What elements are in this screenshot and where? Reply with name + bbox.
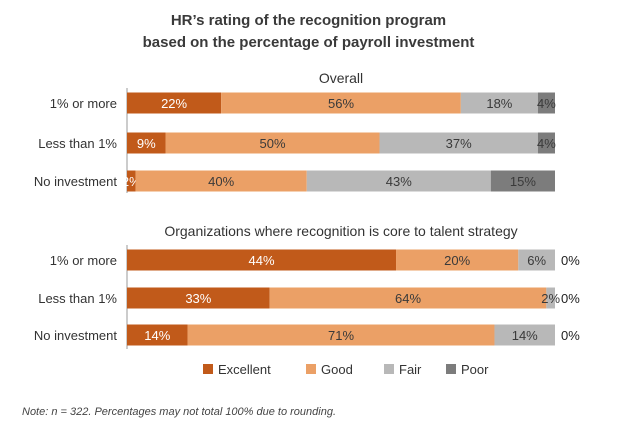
data-label: 4% <box>537 96 556 111</box>
data-label: 64% <box>395 291 421 306</box>
category-label: No investment <box>34 174 117 189</box>
footnote: Note: n = 322. Percentages may not total… <box>22 406 337 418</box>
panel-title-core: Organizations where recognition is core … <box>164 223 518 239</box>
data-label: 22% <box>161 96 187 111</box>
bar-segment-poor <box>537 132 555 154</box>
bar-segment-fair <box>379 132 538 154</box>
data-label: 9% <box>137 136 156 151</box>
data-label: 14% <box>144 328 170 343</box>
data-label: 50% <box>260 136 286 151</box>
bar-segment-fair <box>460 92 538 114</box>
bar-segment-good <box>187 324 495 346</box>
data-label: 2% <box>541 291 560 306</box>
bar-segment-excellent <box>127 324 188 346</box>
data-label: 33% <box>185 291 211 306</box>
legend-swatch-good <box>306 364 316 374</box>
data-label: 43% <box>386 174 412 189</box>
bar-segment-excellent <box>127 132 166 154</box>
bar-segment-excellent <box>127 249 397 271</box>
chart-title-line-2: based on the percentage of payroll inves… <box>142 34 475 51</box>
category-label: Less than 1% <box>38 291 117 306</box>
bar-segment-fair <box>306 170 491 192</box>
data-label-outside: 0% <box>561 291 580 306</box>
data-label: 20% <box>444 253 470 268</box>
data-label: 56% <box>328 96 354 111</box>
bar-segment-excellent <box>127 170 136 192</box>
bar-segment-good <box>269 287 547 309</box>
legend-label: Excellent <box>218 362 271 377</box>
data-label: 40% <box>208 174 234 189</box>
bar-segment-good <box>396 249 519 271</box>
bar-segment-fair <box>494 324 555 346</box>
legend-label: Fair <box>399 362 422 377</box>
data-label: 71% <box>328 328 354 343</box>
data-label: 15% <box>510 174 536 189</box>
bar-segment-excellent <box>127 92 222 114</box>
bar-segment-poor <box>490 170 555 192</box>
legend-swatch-excellent <box>203 364 213 374</box>
data-label: 37% <box>446 136 472 151</box>
bar-segment-excellent <box>127 287 270 309</box>
bar-segment-fair <box>518 249 555 271</box>
data-label: 6% <box>527 253 546 268</box>
bar-segment-good <box>165 132 380 154</box>
category-label: No investment <box>34 328 117 343</box>
chart-title-line-1: HR’s rating of the recognition program <box>170 12 447 29</box>
bar-segment-poor <box>537 92 555 114</box>
bar-segment-fair <box>546 287 555 309</box>
data-label: 18% <box>486 96 512 111</box>
data-label: 14% <box>512 328 538 343</box>
data-label-outside: 0% <box>561 328 580 343</box>
legend-swatch-poor <box>446 364 456 374</box>
bar-segment-good <box>135 170 307 192</box>
legend-label: Poor <box>461 362 489 377</box>
data-label: 44% <box>248 253 274 268</box>
data-label-outside: 0% <box>561 253 580 268</box>
bar-segment-good <box>221 92 461 114</box>
legend-swatch-fair <box>384 364 394 374</box>
legend-label: Good <box>321 362 353 377</box>
panel-title-overall: Overall <box>318 70 364 86</box>
category-label: Less than 1% <box>38 136 117 151</box>
category-label: 1% or more <box>50 253 117 268</box>
data-label: 4% <box>537 136 556 151</box>
category-label: 1% or more <box>50 96 117 111</box>
